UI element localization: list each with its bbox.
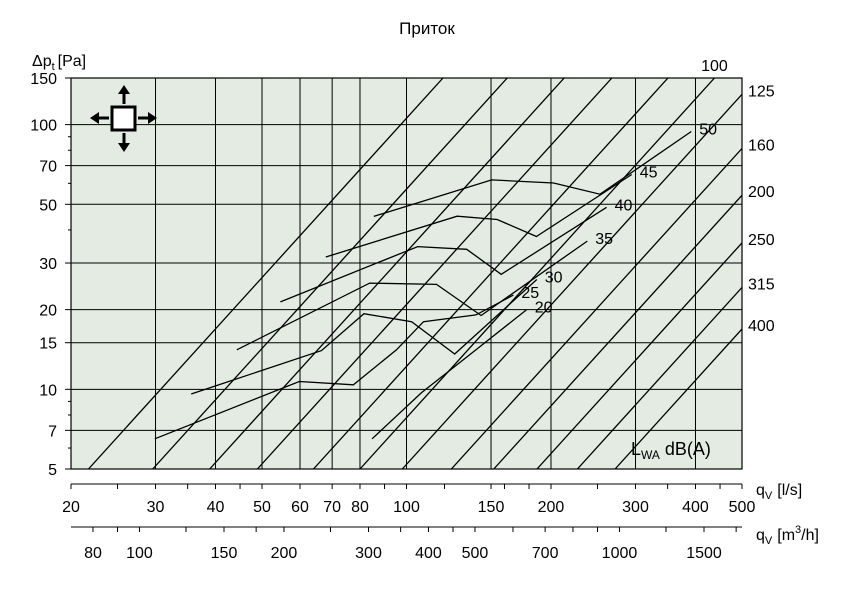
x-ls-tick-label: 400 bbox=[682, 499, 709, 516]
x-axis-ls-label: qV [l/s] bbox=[756, 482, 802, 502]
x-m3h-tick-label: 200 bbox=[271, 545, 298, 562]
system-line bbox=[614, 328, 742, 469]
noise-curve-label: 25 bbox=[521, 285, 539, 302]
x-axis-ls: 20 30 40 50 60 70 80 100 150 200 300 400 500 bbox=[62, 483, 756, 516]
x-m3h-tick-label: 500 bbox=[462, 545, 489, 562]
x-m3h-tick-label: 700 bbox=[532, 545, 559, 562]
system-line bbox=[359, 78, 715, 469]
legend-label: LWA dB(A) bbox=[631, 439, 711, 462]
y-axis: 5 7 10 15 20 30 50 70 100 150 bbox=[30, 71, 71, 479]
supply-direction-icon bbox=[90, 85, 157, 152]
system-line bbox=[209, 78, 565, 469]
duct-size-label: 315 bbox=[748, 276, 775, 293]
x-ls-tick-label: 50 bbox=[253, 499, 271, 516]
system-line bbox=[256, 78, 613, 469]
y-axis-label: Δpt [Pa] bbox=[32, 53, 86, 73]
x-ls-tick-label: 80 bbox=[351, 499, 369, 516]
y-tick-label: 7 bbox=[48, 423, 57, 440]
system-line bbox=[152, 78, 508, 469]
noise-curve bbox=[325, 173, 633, 258]
system-line bbox=[450, 147, 742, 469]
x-ls-tick-label: 100 bbox=[393, 499, 420, 516]
system-line bbox=[536, 241, 742, 469]
noise-curves bbox=[154, 130, 692, 440]
x-ls-tick-label: 30 bbox=[147, 499, 165, 516]
x-axis-m3h: 80 100 150 200 300 400 500 700 1000 1500 bbox=[71, 526, 742, 562]
x-ls-tick-label: 200 bbox=[538, 499, 565, 516]
duct-size-label: 125 bbox=[748, 83, 775, 100]
x-ls-tick-label: 500 bbox=[729, 499, 756, 516]
noise-curve bbox=[190, 279, 538, 395]
x-m3h-tick-label: 300 bbox=[355, 545, 382, 562]
noise-curve-label: 30 bbox=[545, 269, 563, 286]
y-tick-label: 10 bbox=[39, 382, 57, 399]
noise-curve-label: 35 bbox=[595, 231, 613, 248]
system-line bbox=[401, 93, 742, 469]
y-tick-label: 20 bbox=[39, 303, 57, 320]
noise-curve-label: 40 bbox=[615, 197, 633, 214]
x-ls-tick-label: 300 bbox=[622, 499, 649, 516]
noise-curve bbox=[373, 130, 692, 218]
noise-curve-label: 20 bbox=[535, 300, 553, 317]
x-ls-tick-label: 70 bbox=[323, 499, 341, 516]
noise-curve-label: 45 bbox=[640, 164, 658, 181]
system-lines bbox=[88, 78, 742, 469]
noise-curve-label: 50 bbox=[699, 121, 717, 138]
duct-size-labels: 100 125 160 200 250 315 400 bbox=[701, 58, 775, 335]
y-tick-label: 5 bbox=[48, 462, 57, 479]
noise-curve bbox=[371, 309, 528, 440]
duct-size-label: 200 bbox=[748, 184, 775, 201]
y-tick-label: 30 bbox=[39, 256, 57, 273]
duct-size-label: 100 bbox=[701, 58, 728, 75]
x-m3h-tick-label: 400 bbox=[415, 545, 442, 562]
x-ls-tick-label: 40 bbox=[207, 499, 225, 516]
x-ls-tick-label: 20 bbox=[62, 499, 80, 516]
x-ls-tick-label: 150 bbox=[478, 499, 505, 516]
x-axis-m3h-label: qV [m3/h] bbox=[756, 524, 819, 547]
noise-curve bbox=[280, 206, 607, 303]
grid bbox=[71, 78, 742, 469]
duct-size-label: 160 bbox=[748, 137, 775, 154]
noise-curve bbox=[154, 294, 514, 440]
y-tick-label: 50 bbox=[39, 197, 57, 214]
plot-frame bbox=[70, 77, 743, 470]
y-tick-label: 70 bbox=[39, 159, 57, 176]
chart-title: Приток bbox=[399, 19, 455, 38]
system-line bbox=[312, 78, 669, 469]
system-line bbox=[493, 194, 742, 469]
x-ls-tick-label: 60 bbox=[291, 499, 309, 516]
x-m3h-tick-label: 150 bbox=[211, 545, 238, 562]
duct-size-label: 250 bbox=[748, 232, 775, 249]
y-tick-label: 100 bbox=[30, 118, 57, 135]
duct-size-label: 400 bbox=[748, 318, 775, 335]
x-m3h-tick-label: 1500 bbox=[686, 545, 722, 562]
x-m3h-tick-label: 1000 bbox=[602, 545, 638, 562]
y-tick-label: 15 bbox=[39, 336, 57, 353]
system-line bbox=[576, 286, 742, 469]
noise-curve bbox=[236, 240, 588, 351]
y-tick-label: 150 bbox=[30, 71, 57, 88]
x-m3h-tick-label: 100 bbox=[126, 545, 153, 562]
system-line bbox=[88, 78, 444, 469]
x-m3h-tick-label: 80 bbox=[84, 545, 102, 562]
